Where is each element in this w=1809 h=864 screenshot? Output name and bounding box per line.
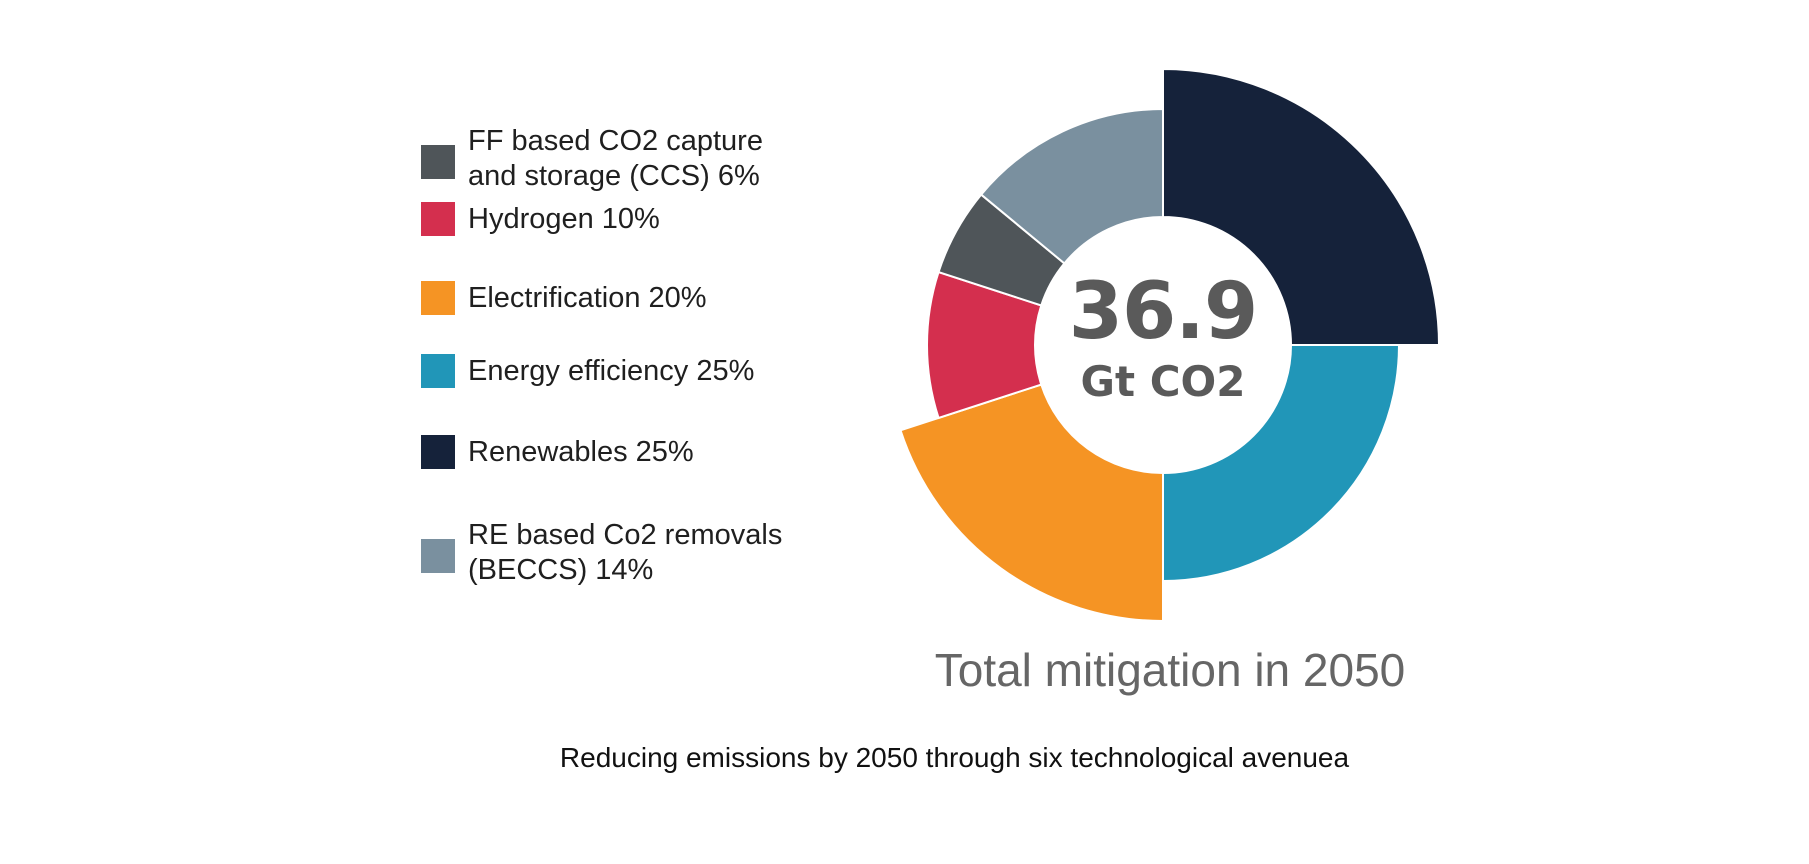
donut-slice-5 — [979, 107, 1164, 265]
center-total-unit: Gt CO2 — [1080, 357, 1246, 406]
center-total-value: 36.9 — [1068, 267, 1258, 357]
legend-item-electrification: Electrification 20% — [421, 281, 808, 316]
donut-slices — [899, 67, 1441, 623]
legend-item-renewables: Renewables 25% — [421, 435, 808, 470]
legend-item-hydrogen: Hydrogen 10% — [421, 202, 808, 237]
legend-swatch-electrification — [421, 281, 455, 315]
legend-label-electrification: Electrification 20% — [468, 282, 707, 314]
legend-label-hydrogen: Hydrogen 10% — [468, 203, 660, 235]
legend-label-renewables: Renewables 25% — [468, 436, 694, 468]
chart-caption: Reducing emissions by 2050 through six t… — [559, 742, 1350, 773]
legend-swatch-hydrogen — [421, 202, 455, 236]
legend-swatch-ccs — [421, 145, 455, 179]
chart-title: Total mitigation in 2050 — [934, 644, 1406, 696]
donut-slice-1 — [1162, 344, 1401, 583]
legend-item-beccs: RE based Co2 removals (BECCS) 14% — [421, 518, 808, 588]
legend-swatch-beccs — [421, 539, 455, 573]
legend-label-energy-efficiency: Energy efficiency 25% — [468, 355, 755, 387]
donut-slice-0 — [1162, 67, 1441, 346]
legend-item-energy-efficiency: Energy efficiency 25% — [421, 354, 808, 389]
donut-slice-2 — [899, 383, 1164, 623]
legend-item-ccs: FF based CO2 capture and storage (CCS) 6… — [421, 124, 808, 194]
legend-swatch-renewables — [421, 435, 455, 469]
legend-label-beccs: RE based Co2 removals (BECCS) 14% — [468, 519, 783, 586]
legend-label-ccs: FF based CO2 capture and storage (CCS) 6… — [468, 125, 763, 192]
legend-swatch-energy-efficiency — [421, 354, 455, 388]
